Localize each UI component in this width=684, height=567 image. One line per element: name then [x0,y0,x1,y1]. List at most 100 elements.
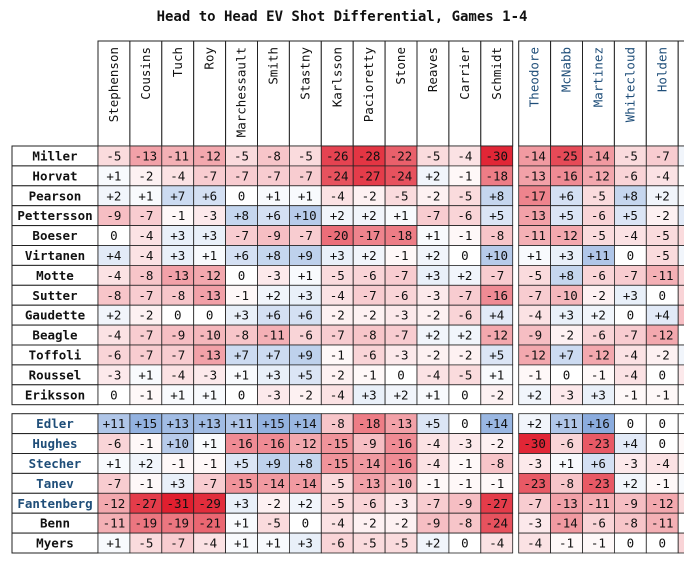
heatmap-cell [480,532,514,554]
cell-value-label: -4 [425,456,440,471]
cell-value-label: +3 [298,288,313,303]
cell-value-label: -3 [106,367,121,382]
row-label: Stecher [29,456,82,471]
cell-value-label: -13 [390,416,413,431]
cell-value-label: -11 [587,496,610,511]
cell-value-label: -5 [623,148,638,163]
cell-value-label: -6 [591,268,606,283]
heatmap-cell [677,512,684,534]
heatmap-cell [480,384,514,406]
cell-value-label: 0 [397,367,405,382]
cell-value-label: +11 [230,416,253,431]
cell-value-label: +3 [170,228,185,243]
column-header-cell [257,40,290,147]
cell-value-label: -3 [425,288,440,303]
cell-value-label: +8 [266,248,281,263]
cell-value-label: -13 [523,168,546,183]
cell-value-label: -14 [555,516,578,531]
cell-value-label: -2 [655,208,670,223]
cell-value-label: +1 [527,248,542,263]
row-label: Fantenberg [17,496,92,511]
cell-value-label: 0 [658,416,666,431]
cell-value-label: -7 [623,268,638,283]
cell-value-label: -7 [170,536,185,551]
cell-value-label: -7 [106,476,121,491]
cell-value-label: +3 [234,496,249,511]
cell-value-label: -4 [330,188,345,203]
cell-value-label: 0 [658,288,666,303]
cell-value-label: +3 [170,248,185,263]
cell-value-label: -7 [330,328,345,343]
cell-value-label: -19 [135,516,158,531]
cell-value-label: -7 [425,496,440,511]
cell-value-label: +3 [559,308,574,323]
cell-value-label: -1 [457,228,472,243]
cell-value-label: -8 [489,456,504,471]
cell-value-label: +3 [425,268,440,283]
cell-value-label: -2 [362,516,377,531]
column-header-cell [448,40,482,147]
cell-value-label: -1 [655,476,670,491]
cell-value-label: -6 [106,436,121,451]
cell-value-label: -4 [330,516,345,531]
cell-value-label: -27 [358,168,381,183]
cell-value-label: -7 [489,268,504,283]
cell-value-label: -14 [358,456,381,471]
row-label: Miller [32,148,78,163]
cell-value-label: +1 [138,367,153,382]
cell-value-label: -7 [202,476,217,491]
heatmap-cell [677,453,684,474]
cell-value-label: -3 [457,436,472,451]
column-label: Schmidt [489,47,504,100]
cell-value-label: +1 [266,536,281,551]
cell-value-label: -1 [202,456,217,471]
cell-value-label: +2 [138,456,153,471]
cell-value-label: -4 [138,248,153,263]
cell-value-label: -14 [523,148,546,163]
cell-value-label: -7 [655,148,670,163]
column-label: Holden [654,47,669,92]
cell-value-label: +2 [457,268,472,283]
heatmap-cell [677,364,684,386]
cell-value-label: 0 [174,308,182,323]
cell-value-label: -7 [138,328,153,343]
cell-value-label: -3 [266,268,281,283]
column-label: McNabb [559,47,574,92]
cell-value-label: -6 [591,516,606,531]
cell-value-label: +5 [559,208,574,223]
cell-value-label: -17 [358,228,381,243]
cell-value-label: -2 [425,347,440,362]
cell-value-label: -16 [390,436,413,451]
cell-value-label: -5 [591,228,606,243]
cell-value-label: +6 [266,308,281,323]
cell-value-label: -12 [555,228,578,243]
cell-value-label: -24 [485,516,508,531]
cell-value-label: +4 [623,436,638,451]
cell-value-label: -13 [555,496,578,511]
cell-value-label: -6 [106,347,121,362]
cell-value-label: -25 [555,148,578,163]
cell-value-label: -1 [527,367,542,382]
cell-value-label: +10 [294,208,317,223]
cell-value-label: -13 [358,476,381,491]
cell-value-label: +1 [202,436,217,451]
cell-value-label: +2 [425,328,440,343]
cell-value-label: -4 [425,436,440,451]
cell-value-label: +1 [425,228,440,243]
cell-value-label: +7 [234,347,249,362]
cell-value-label: +2 [362,248,377,263]
cell-value-label: -4 [425,367,440,382]
cell-value-label: 0 [461,248,469,263]
cell-value-label: -2 [489,387,504,402]
heatmap-cell [677,304,684,326]
cell-value-label: -30 [485,148,508,163]
cell-value-label: -2 [425,188,440,203]
cell-value-label: +3 [298,536,313,551]
cell-value-label: +2 [457,328,472,343]
cell-value-label: -23 [523,476,546,491]
cell-value-label: 0 [627,416,635,431]
cell-value-label: -6 [330,536,345,551]
cell-value-label: +16 [587,416,610,431]
heatmap-cell [677,245,684,266]
cell-value-label: -3 [623,456,638,471]
